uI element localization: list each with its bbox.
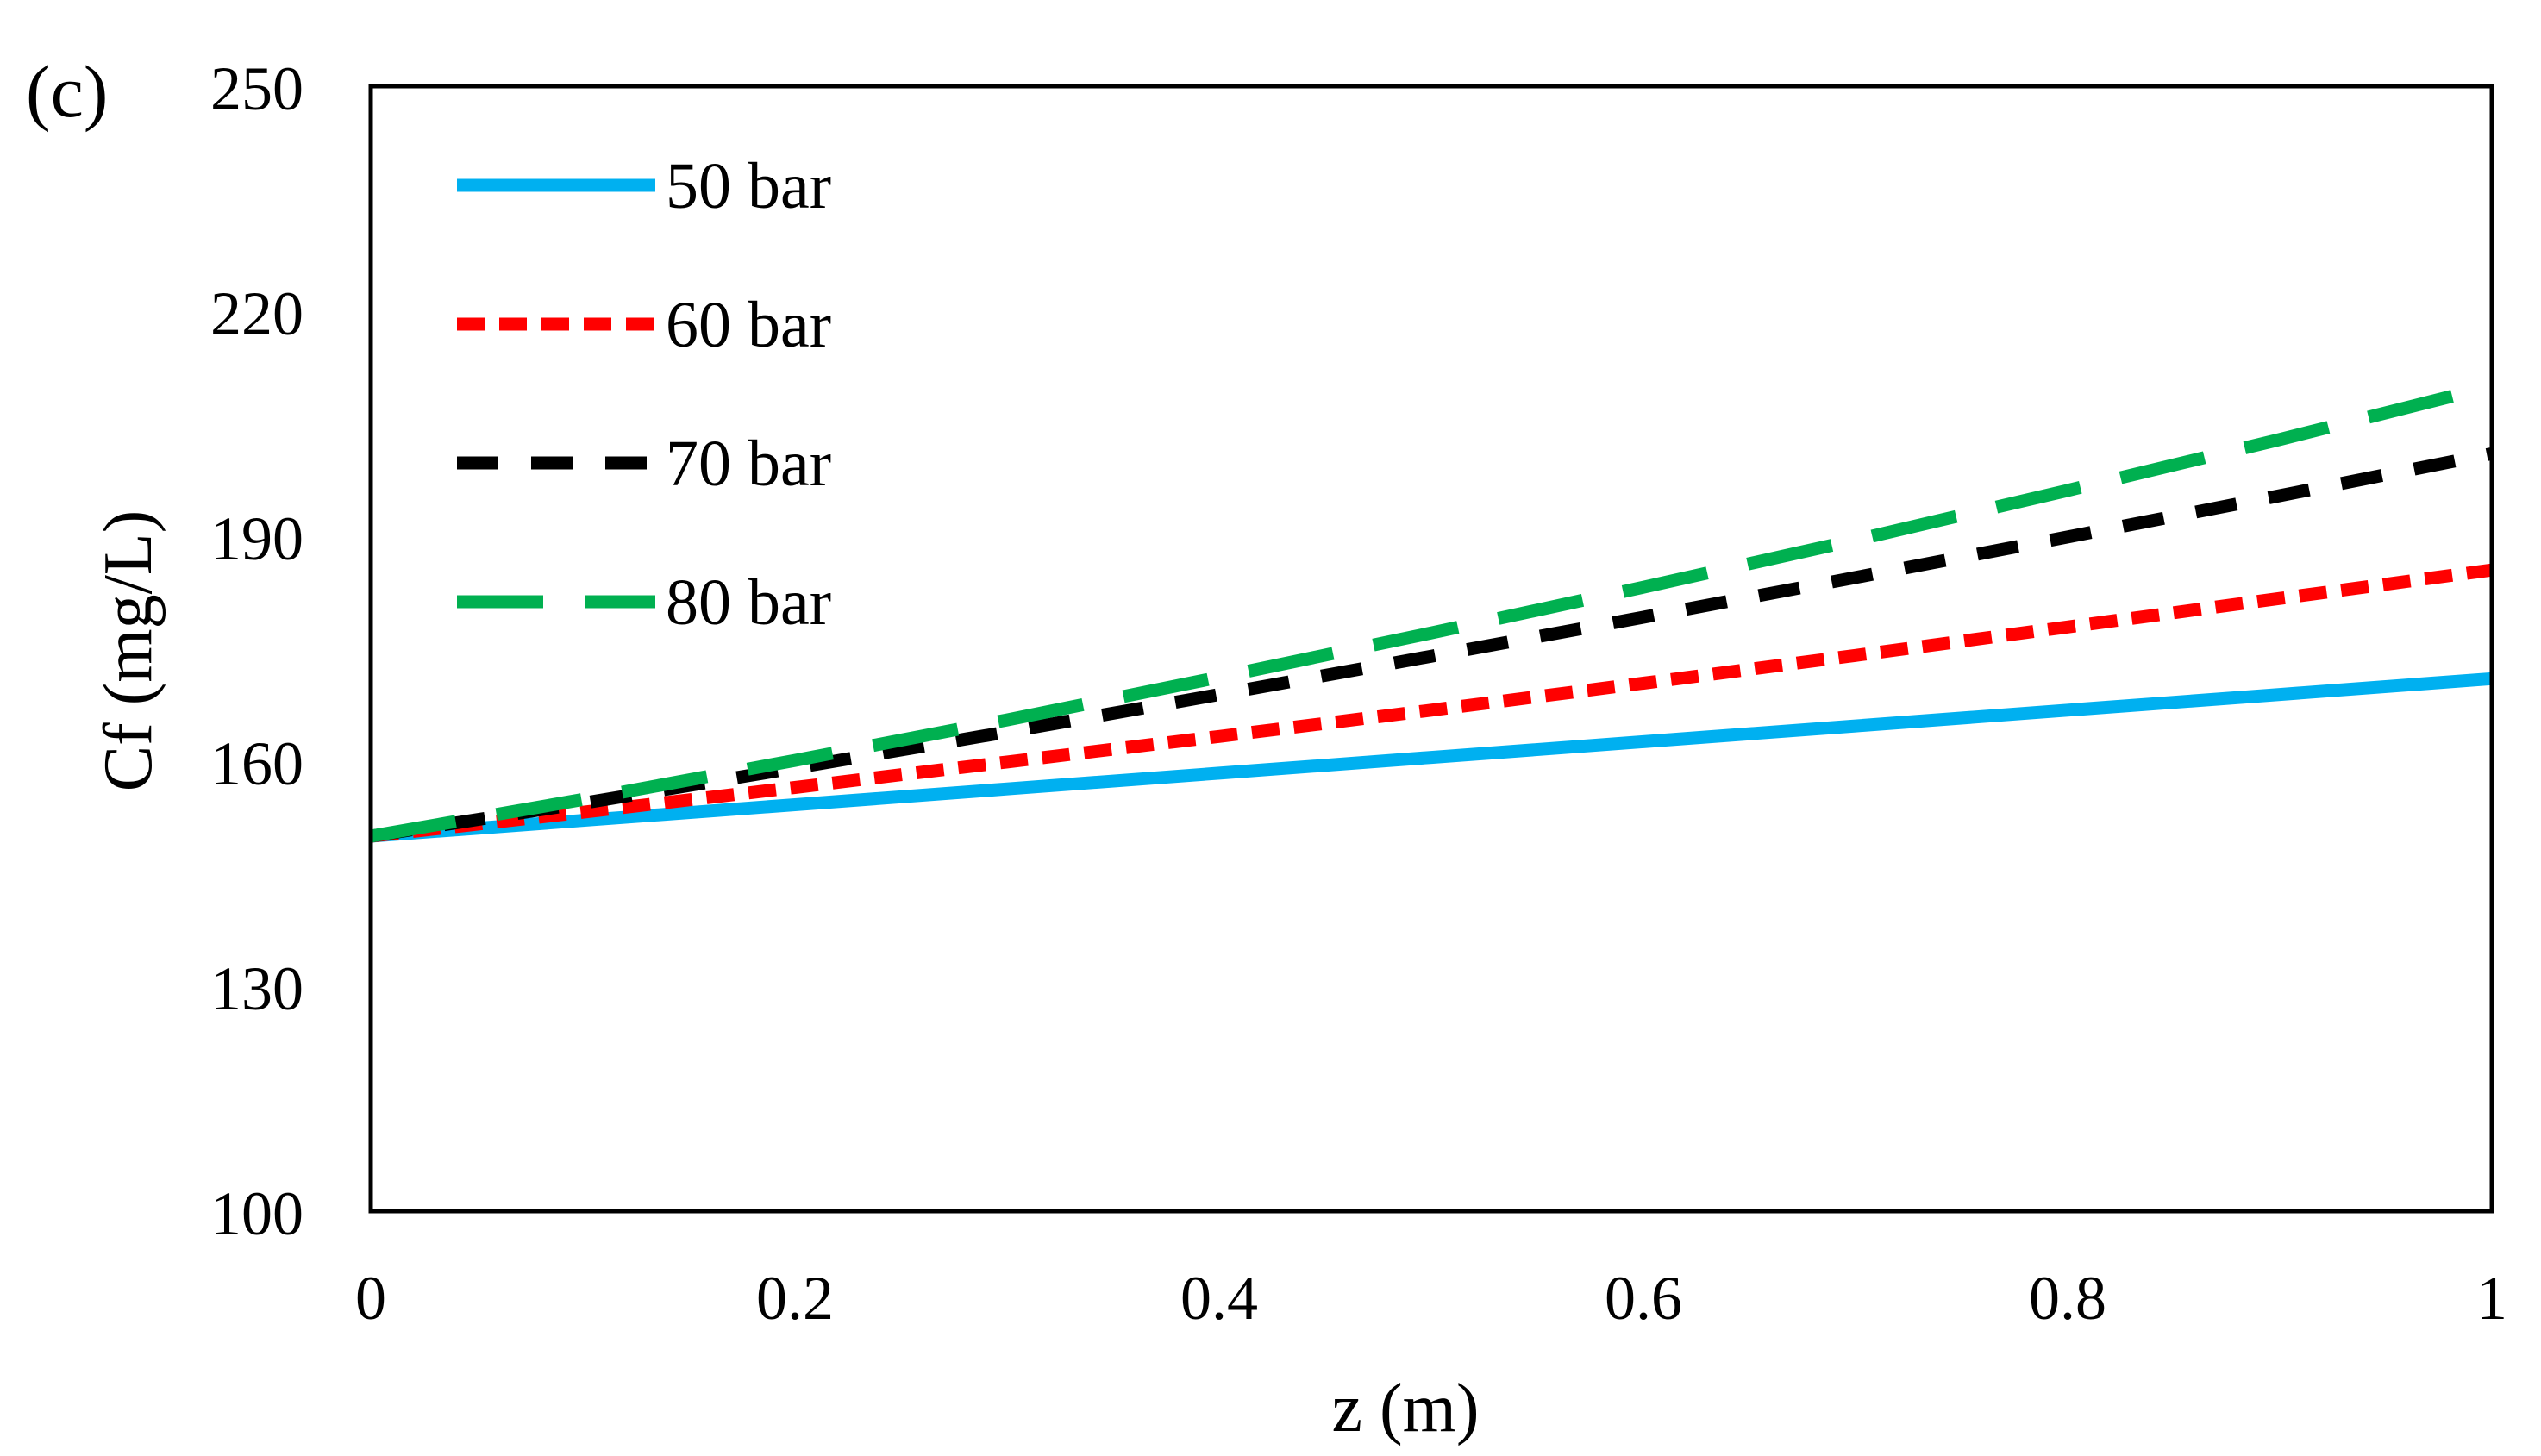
x-tick-label: 0.4 xyxy=(1180,1264,1258,1333)
x-tick-label: 0.8 xyxy=(2029,1264,2106,1333)
x-tick-label: 1 xyxy=(2476,1264,2507,1333)
x-axis-title: z (m) xyxy=(1331,1371,1479,1447)
panel-label: (c) xyxy=(26,50,108,133)
y-tick-label: 130 xyxy=(210,954,304,1023)
x-tick-label: 0 xyxy=(355,1264,386,1333)
series-line-70-bar xyxy=(369,447,2494,843)
y-tick-label: 250 xyxy=(210,54,304,123)
y-axis-tick-labels: 100 130 160 190 220 250 xyxy=(210,54,304,1248)
legend-label: 70 bar xyxy=(666,428,831,500)
series-line-50-bar xyxy=(370,672,2493,843)
plot-frame xyxy=(368,84,2494,1214)
legend-item: 50 bar xyxy=(457,150,831,222)
x-tick-label: 0.2 xyxy=(756,1264,834,1333)
y-tick-label: 100 xyxy=(210,1179,304,1248)
y-tick-label: 220 xyxy=(210,279,304,348)
y-tick-label: 190 xyxy=(210,504,304,573)
series-layer xyxy=(369,379,2494,843)
legend-label: 50 bar xyxy=(666,150,831,222)
x-axis-tick-labels: 0 0.2 0.4 0.6 0.8 1 xyxy=(355,1264,2507,1333)
plot-area xyxy=(371,86,2492,1211)
legend-item: 80 bar xyxy=(457,566,831,639)
legend-label: 60 bar xyxy=(666,289,831,361)
y-axis-title: Cf (mg/L) xyxy=(91,510,166,792)
series-line-80-bar xyxy=(369,379,2494,843)
x-tick-label: 0.6 xyxy=(1605,1264,1682,1333)
legend-item: 70 bar xyxy=(457,428,831,500)
y-tick-label: 160 xyxy=(210,729,304,798)
legend-item: 60 bar xyxy=(457,289,831,361)
series-line-60-bar xyxy=(370,563,2493,843)
legend: 50 bar 60 bar 70 bar 80 bar xyxy=(457,150,831,639)
legend-label: 80 bar xyxy=(666,566,831,639)
